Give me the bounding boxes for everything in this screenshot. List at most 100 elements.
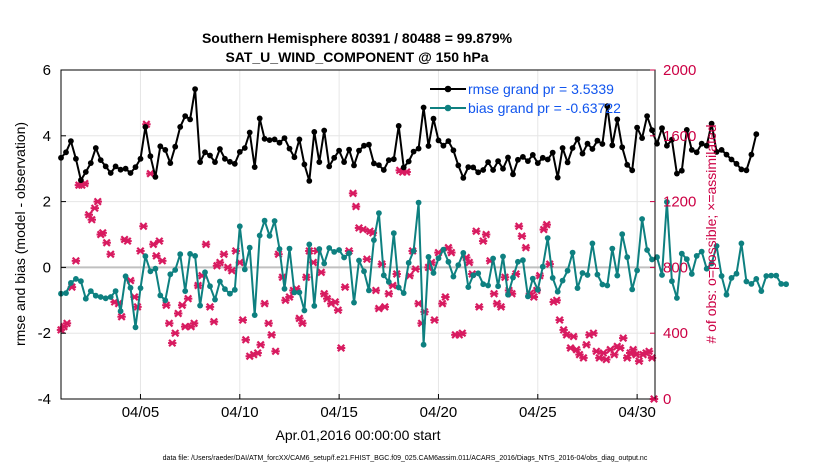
left-tick-label: 6 — [43, 62, 51, 79]
obs-point — [320, 289, 329, 298]
rmse-point — [301, 161, 308, 168]
bias-point — [718, 273, 725, 279]
rmse-point — [674, 170, 680, 177]
bias-point — [614, 272, 621, 279]
rmse-point — [728, 156, 735, 163]
rmse-point — [246, 129, 253, 136]
rmse-point — [480, 167, 487, 173]
obs-point — [177, 301, 187, 310]
bias-point — [87, 288, 94, 294]
bias-point — [470, 272, 477, 279]
obs-point — [285, 293, 294, 301]
bias-point — [276, 246, 283, 252]
rmse-point — [385, 157, 392, 164]
bias-point — [415, 199, 422, 206]
bias-point — [490, 255, 496, 262]
bias-point — [341, 254, 347, 261]
obs-point — [333, 306, 343, 315]
rmse-point — [222, 155, 228, 162]
obs-point — [622, 353, 632, 362]
rmse-point — [311, 129, 318, 135]
obs-point — [209, 317, 219, 326]
chart-title-line2: SAT_U_WIND_COMPONENT @ 150 hPa — [225, 49, 488, 65]
bias-point — [316, 246, 323, 252]
rmse-point — [485, 159, 491, 166]
obs-point — [569, 332, 578, 341]
obs-point — [90, 204, 99, 213]
bias-point — [674, 295, 680, 301]
obs-point — [589, 329, 598, 338]
chart-title-line1: Southern Hemisphere 80391 / 80488 = 99.8… — [202, 30, 513, 46]
bias-point — [579, 270, 586, 276]
obs-point — [552, 296, 561, 305]
bias-point — [326, 245, 333, 251]
right-tick-label: 0 — [663, 391, 671, 408]
bias-point — [728, 275, 735, 281]
bias-point — [698, 248, 705, 255]
bias-point — [366, 287, 372, 294]
bias-point — [430, 270, 437, 276]
left-tick-label: 4 — [43, 128, 51, 145]
obs-point — [117, 312, 126, 321]
rmse-point — [534, 160, 541, 167]
obs-point — [136, 246, 145, 255]
obs-point — [384, 289, 393, 298]
rmse-point — [544, 156, 551, 163]
bias-point — [227, 290, 233, 297]
rmse-point — [227, 158, 233, 165]
bias-point — [197, 302, 204, 309]
bias-point — [649, 256, 655, 263]
obs-point — [93, 197, 102, 206]
bias-point — [534, 286, 541, 293]
rmse-point — [525, 158, 531, 165]
rmse-point — [698, 140, 705, 147]
obs-point — [478, 237, 488, 246]
obs-point — [298, 319, 307, 328]
bias-point — [619, 231, 626, 238]
obs-point — [634, 357, 644, 366]
bias-point — [564, 267, 571, 274]
bias-point — [634, 267, 640, 274]
rmse-point — [137, 155, 144, 162]
bias-point — [256, 232, 263, 239]
bias-point — [624, 254, 631, 261]
rmse-point — [624, 161, 631, 168]
legend-rmse-label: rmse grand pr = 3.5339 — [468, 81, 614, 97]
rmse-point — [366, 141, 372, 148]
bias-point — [629, 286, 636, 293]
bias-point — [554, 288, 561, 295]
bias-point — [296, 289, 303, 296]
rmse-point — [664, 142, 670, 149]
rmse-point — [376, 162, 382, 169]
bias-point — [500, 253, 506, 260]
bias-point — [609, 245, 616, 252]
bias-point — [703, 265, 710, 272]
obs-point — [481, 230, 491, 239]
rmse-point — [693, 149, 700, 156]
rmse-point — [321, 127, 328, 134]
bias-point — [376, 210, 382, 217]
rmse-point — [102, 163, 109, 170]
rmse-point — [445, 138, 452, 145]
bias-point — [768, 272, 775, 279]
bias-point — [107, 294, 114, 300]
bias-point — [455, 262, 462, 268]
rmse-point — [251, 164, 258, 171]
obs-point — [165, 319, 174, 328]
obs-point — [441, 293, 450, 301]
rmse-point — [296, 136, 303, 143]
rmse-point — [361, 142, 367, 149]
bias-point — [331, 249, 338, 255]
rmse-point — [236, 149, 243, 155]
obs-point — [616, 344, 625, 352]
rmse-point — [117, 166, 124, 173]
rmse-point — [688, 147, 695, 153]
bias-point — [202, 269, 208, 276]
obs-point — [71, 256, 81, 265]
rmse-point — [212, 159, 218, 166]
obs-point — [555, 316, 564, 325]
bias-point — [291, 289, 298, 296]
right-tick-label: 400 — [663, 325, 688, 342]
obs-point — [152, 251, 161, 260]
bias-point — [356, 257, 362, 264]
